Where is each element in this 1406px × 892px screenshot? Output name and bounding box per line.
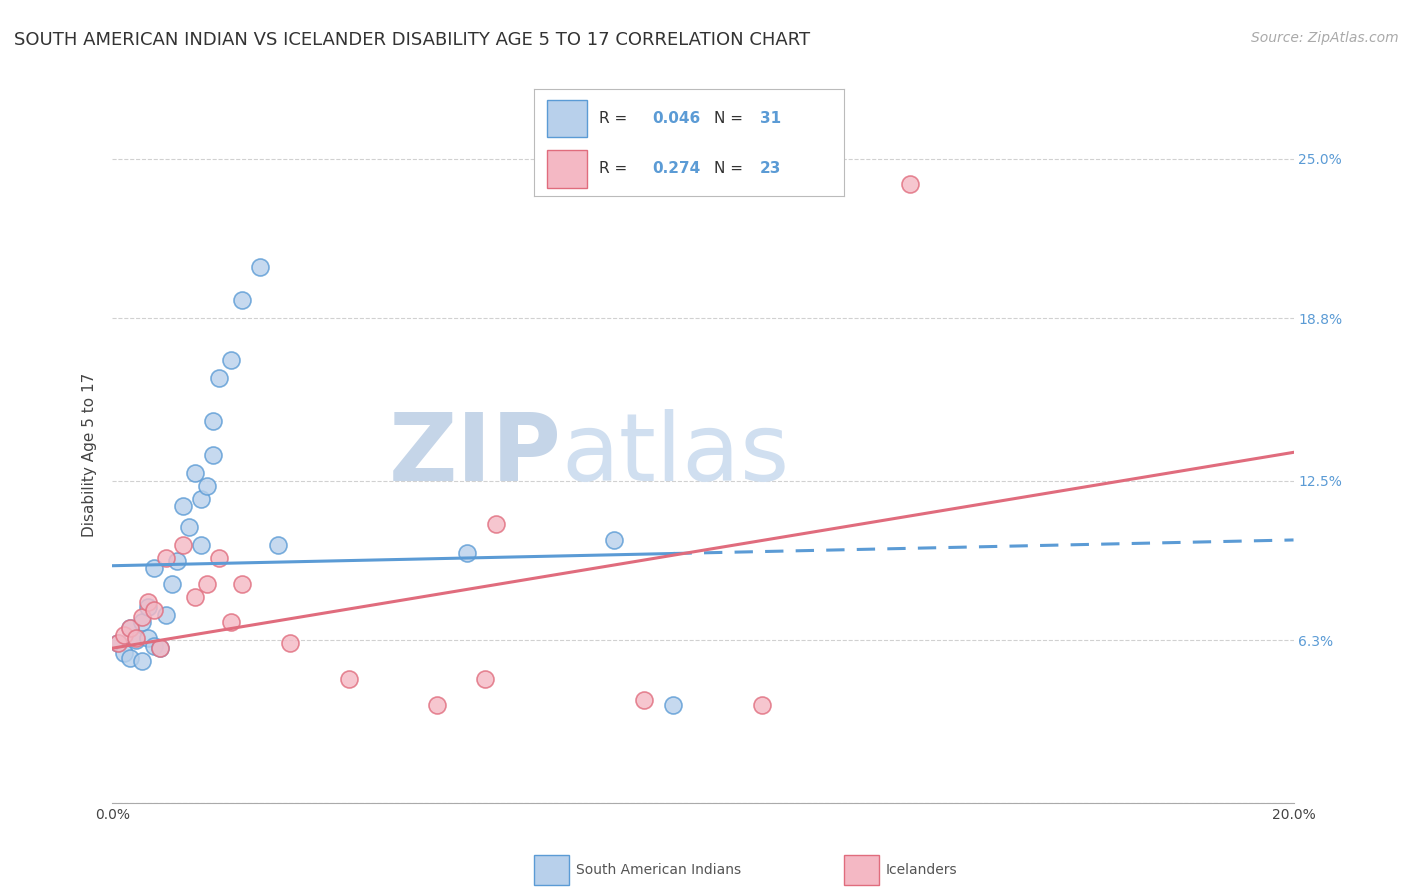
Point <box>456 546 478 560</box>
Point <box>142 639 165 653</box>
Point <box>474 672 496 686</box>
Text: Icelanders: Icelanders <box>886 863 957 877</box>
Point <box>201 414 224 428</box>
Point <box>112 628 135 642</box>
Text: N =: N = <box>714 161 748 177</box>
Bar <box>547 150 586 187</box>
Point <box>136 595 159 609</box>
Point <box>172 538 194 552</box>
Point <box>337 672 360 686</box>
Point <box>195 576 218 591</box>
Point <box>208 370 231 384</box>
Point <box>125 633 148 648</box>
Point <box>662 698 685 712</box>
Point <box>120 621 142 635</box>
Point <box>219 615 242 630</box>
Point <box>603 533 626 547</box>
Text: South American Indians: South American Indians <box>576 863 741 877</box>
Point <box>131 615 153 630</box>
Point <box>184 590 207 604</box>
Point <box>249 260 271 274</box>
Point <box>125 631 148 645</box>
Point <box>155 607 177 622</box>
Point <box>633 692 655 706</box>
Point <box>898 178 921 192</box>
Y-axis label: Disability Age 5 to 17: Disability Age 5 to 17 <box>82 373 97 537</box>
Point <box>149 641 172 656</box>
Point <box>219 352 242 367</box>
Point <box>172 500 194 514</box>
Text: ZIP: ZIP <box>388 409 561 501</box>
Text: SOUTH AMERICAN INDIAN VS ICELANDER DISABILITY AGE 5 TO 17 CORRELATION CHART: SOUTH AMERICAN INDIAN VS ICELANDER DISAB… <box>14 31 810 49</box>
Point <box>155 551 177 566</box>
Point <box>485 517 508 532</box>
Point <box>107 636 129 650</box>
Text: R =: R = <box>599 112 633 126</box>
Point <box>751 698 773 712</box>
Text: N =: N = <box>714 112 748 126</box>
Point <box>208 551 231 566</box>
Point <box>149 641 172 656</box>
Text: R =: R = <box>599 161 633 177</box>
Point <box>136 631 159 645</box>
Point <box>179 520 201 534</box>
Point <box>107 636 129 650</box>
Text: 0.274: 0.274 <box>652 161 700 177</box>
Point <box>231 293 253 308</box>
Text: 0.046: 0.046 <box>652 112 700 126</box>
Point <box>142 602 165 616</box>
Point <box>201 448 224 462</box>
Text: atlas: atlas <box>561 409 790 501</box>
Point <box>136 599 159 614</box>
Point <box>120 621 142 635</box>
Point <box>278 636 301 650</box>
Point <box>184 466 207 480</box>
Point <box>131 610 153 624</box>
Point <box>160 576 183 591</box>
Point <box>267 538 290 552</box>
Point <box>120 651 142 665</box>
Point <box>112 646 135 660</box>
Point <box>231 576 253 591</box>
Point <box>426 698 449 712</box>
Point <box>166 553 188 567</box>
Text: 23: 23 <box>761 161 782 177</box>
Point <box>131 654 153 668</box>
Text: Source: ZipAtlas.com: Source: ZipAtlas.com <box>1251 31 1399 45</box>
Text: 31: 31 <box>761 112 782 126</box>
Point <box>190 538 212 552</box>
Point <box>142 561 165 575</box>
Point <box>190 491 212 506</box>
Bar <box>547 100 586 137</box>
Point <box>195 479 218 493</box>
